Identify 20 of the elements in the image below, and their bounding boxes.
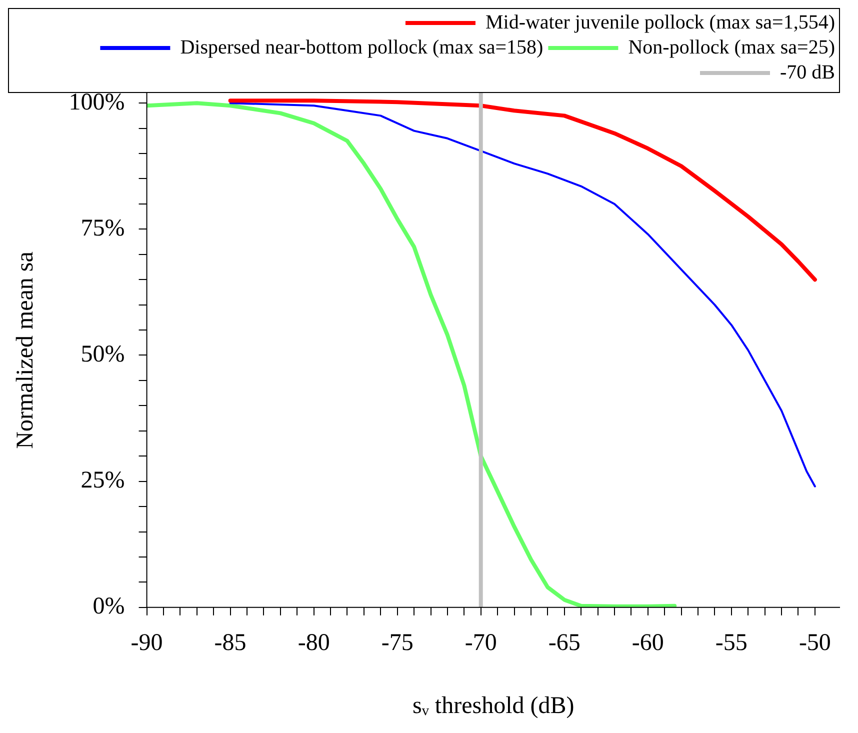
y-tick-label: 0%: [92, 594, 125, 620]
y-axis-title: Normalized mean sa: [12, 251, 39, 449]
y-tick-label: 100%: [68, 89, 125, 116]
legend-label: Non-pollock (max sa=25): [628, 36, 836, 58]
x-tick-label: -70: [464, 630, 497, 656]
legend-label: -70 dB: [780, 61, 835, 84]
legend-label: Mid-water juvenile pollock (max sa=1,554): [485, 11, 836, 34]
x-tick-label: -80: [298, 630, 330, 656]
x-tick-label: -85: [214, 630, 246, 656]
legend-label: Dispersed near-bottom pollock (max sa=158): [180, 36, 544, 58]
x-tick-label: -75: [381, 630, 414, 656]
x-tick-label: -60: [632, 630, 664, 656]
x-tick-label: -90: [130, 630, 163, 656]
x-tick-label: -65: [548, 630, 580, 656]
x-axis-title: sᵥ threshold (dB): [412, 692, 574, 719]
y-tick-label: 25%: [80, 468, 125, 494]
y-tick-label: 75%: [80, 215, 125, 242]
y-tick-label: 50%: [80, 342, 125, 368]
x-tick-label: -50: [798, 630, 831, 656]
x-tick-label: -55: [715, 630, 748, 656]
